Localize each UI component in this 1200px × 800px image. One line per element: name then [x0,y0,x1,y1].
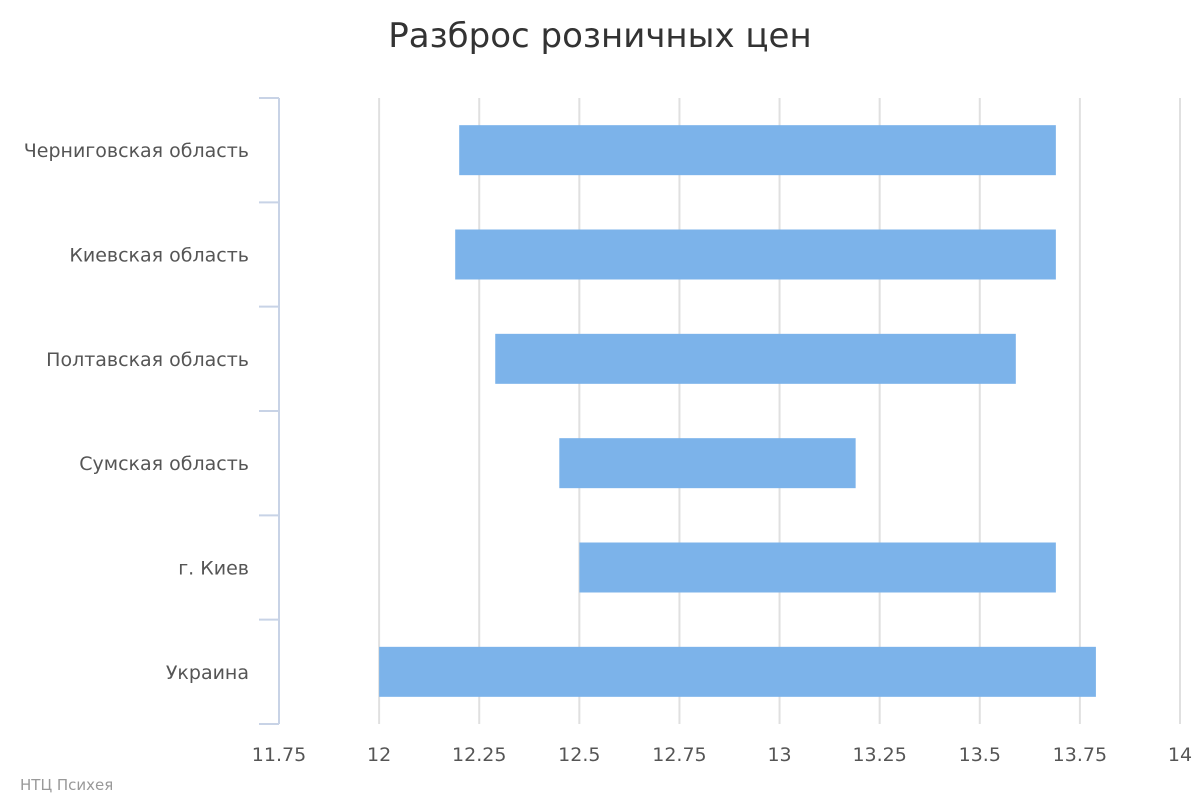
category-label: Полтавская область [46,349,249,371]
chart-credit: НТЦ Психея [20,776,113,794]
range-bar [559,438,856,489]
x-tick-label: 12 [367,744,391,766]
category-label: Киевская область [69,245,249,267]
x-tick-label: 12.5 [558,744,600,766]
range-bar [459,125,1056,176]
category-label: г. Киев [178,558,249,580]
x-tick-label: 13.5 [959,744,1001,766]
x-tick-label: 11.75 [252,744,306,766]
chart-title: Разброс розничных цен [388,16,811,56]
category-label: Украина [166,662,249,684]
range-bar [455,229,1056,280]
x-tick-label: 13.75 [1053,744,1107,766]
gridlines [378,98,1181,724]
range-bar [579,542,1056,593]
x-tick-label: 13 [767,744,791,766]
x-tick-label: 12.75 [652,744,706,766]
value-axis-tick-labels: 11.75 12 12.25 12.5 12.75 13 13.25 13.5 13.75 14 [252,744,1192,766]
category-labels: Черниговская область Киевская область Полт… [24,140,249,684]
range-bar [379,646,1096,697]
category-axis [259,97,280,725]
bars [379,125,1096,697]
category-label: Черниговская область [24,140,249,162]
x-tick-label: 14 [1168,744,1192,766]
x-tick-label: 13.25 [852,744,906,766]
range-bar [495,333,1016,384]
x-tick-label: 12.25 [452,744,506,766]
category-label: Сумская область [79,453,249,475]
